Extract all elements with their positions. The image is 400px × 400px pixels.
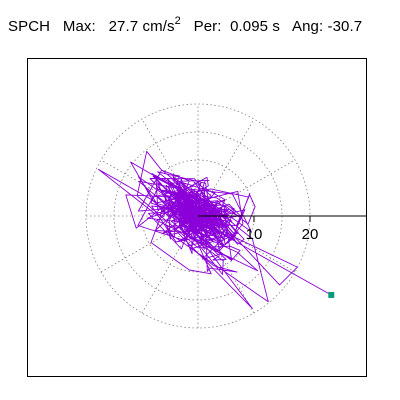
ang-value: -30.7 — [327, 18, 363, 35]
peak-marker-layer — [328, 291, 335, 298]
per-label: Per: — [193, 18, 222, 35]
trace-path — [98, 150, 332, 310]
x-tick-label-10: 10 — [246, 226, 263, 243]
motion-trace — [98, 150, 332, 310]
max-unit: cm/s — [142, 18, 175, 35]
axes: 10 20 — [198, 215, 366, 243]
max-value: 27.7 — [108, 18, 139, 35]
per-value: 0.095 s — [230, 18, 280, 35]
chart-header: SPCH Max: 27.7 cm/s2 Per: 0.095 s Ang: -… — [8, 15, 363, 35]
peak-marker — [328, 291, 335, 298]
ang-label: Ang: — [291, 18, 324, 35]
max-unit-exponent: 2 — [174, 15, 181, 27]
station-name: SPCH — [8, 18, 51, 35]
plot-frame — [27, 58, 367, 377]
x-tick-label-20: 20 — [302, 226, 319, 243]
max-label: Max: — [62, 18, 96, 35]
